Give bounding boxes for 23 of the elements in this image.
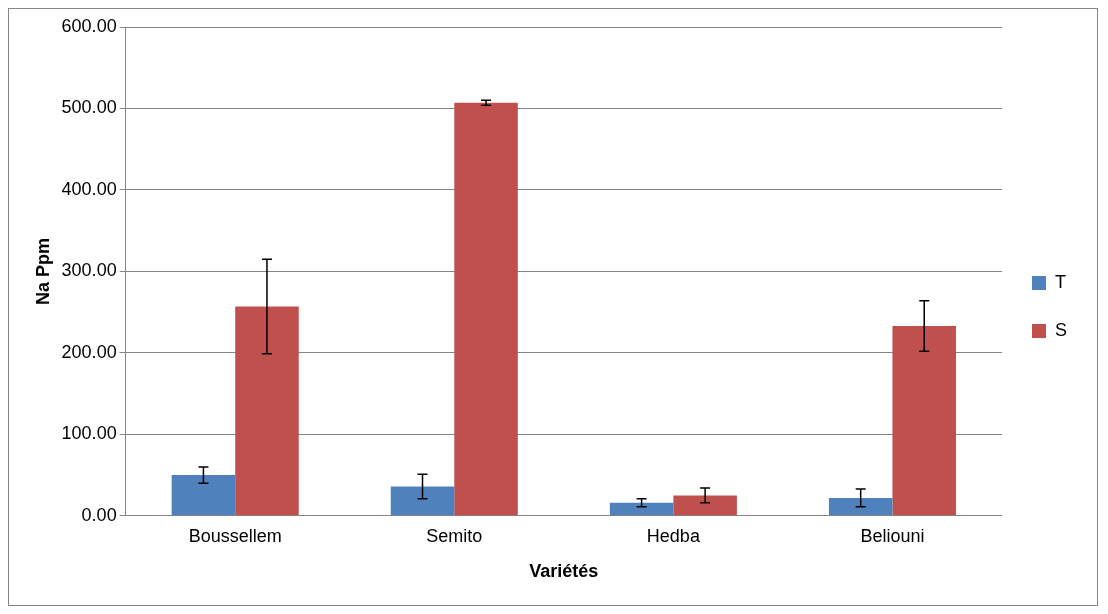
y-tick-label: 0.00 (81, 504, 117, 525)
bar (892, 325, 956, 516)
x-tick-label: Semito (426, 525, 483, 546)
y-tick-label: 400.00 (61, 178, 117, 199)
legend-label: T (1054, 271, 1066, 292)
x-tick-label: Hedba (646, 525, 701, 546)
bar (673, 495, 737, 516)
x-axis-title: Variétés (529, 561, 599, 582)
bar (390, 486, 455, 516)
y-axis-title: Na Ppm (32, 237, 53, 305)
bar (609, 502, 674, 516)
bar (454, 102, 518, 516)
y-tick-label: 500.00 (61, 97, 117, 118)
y-tick-label: 300.00 (61, 260, 117, 281)
y-tick-label: 600.00 (61, 15, 117, 36)
bar (171, 475, 236, 516)
legend-label: S (1054, 319, 1068, 340)
bar (235, 306, 299, 516)
bar (828, 497, 893, 516)
y-tick-label: 100.00 (61, 423, 117, 444)
x-tick-label: Beliouni (860, 525, 925, 546)
y-tick-label: 200.00 (61, 341, 117, 362)
x-tick-label: Boussellem (188, 525, 282, 546)
